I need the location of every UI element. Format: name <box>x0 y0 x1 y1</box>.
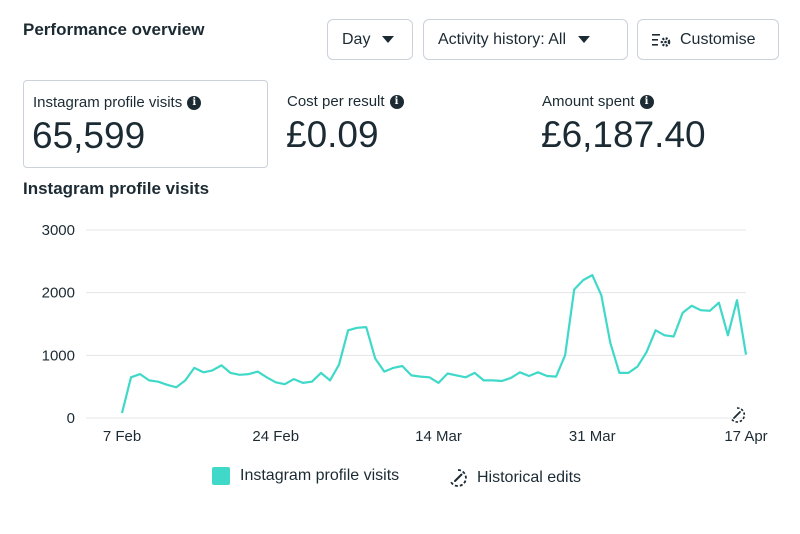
y-tick-label: 2000 <box>42 285 75 302</box>
day-dropdown[interactable]: Day <box>327 19 413 60</box>
historical-edit-marker-icon <box>730 407 746 423</box>
metric-value: 65,599 <box>32 115 146 156</box>
y-tick-label: 1000 <box>42 347 75 364</box>
x-tick-label: 31 Mar <box>569 428 616 445</box>
x-tick-label: 7 Feb <box>103 428 141 445</box>
activity-history-dropdown[interactable]: Activity history: All <box>423 19 628 60</box>
y-tick-label: 0 <box>67 410 75 427</box>
customise-button[interactable]: Customise <box>637 19 779 60</box>
metric-label-row: Instagram profile visits i <box>33 94 202 111</box>
legend-swatch <box>212 467 230 485</box>
series-line-profile-visits <box>120 273 748 414</box>
metric-card-profile-visits[interactable]: Instagram profile visits i 65,599 <box>23 80 268 168</box>
legend-label: Instagram profile visits <box>240 467 400 484</box>
info-icon[interactable]: i <box>389 94 404 109</box>
x-tick-label: 14 Mar <box>415 428 462 445</box>
activity-history-label: Activity history: All <box>438 30 567 48</box>
page-title: Performance overview <box>23 20 205 39</box>
metric-value: £6,187.40 <box>541 114 706 155</box>
info-icon[interactable]: i <box>639 94 654 109</box>
metric-value: £0.09 <box>286 114 379 155</box>
legend-label: Historical edits <box>477 469 582 486</box>
x-tick-label: 17 Apr <box>724 428 767 445</box>
y-tick-label: 3000 <box>42 222 75 239</box>
day-dropdown-label: Day <box>342 30 371 48</box>
metric-card-cost-per-result[interactable]: Cost per result i £0.09 <box>278 80 523 168</box>
x-tick-label: 24 Feb <box>252 428 299 445</box>
metric-label: Cost per result <box>287 93 385 110</box>
info-icon[interactable]: i <box>187 95 202 110</box>
metric-card-amount-spent[interactable]: Amount spent i £6,187.40 <box>533 80 778 168</box>
historical-edit-icon <box>447 467 469 489</box>
customise-label: Customise <box>680 30 756 48</box>
metric-label: Instagram profile visits <box>33 94 183 111</box>
customise-gear-icon <box>652 32 672 48</box>
caret-down-icon <box>578 36 591 43</box>
metric-label: Amount spent <box>542 93 635 110</box>
metric-label-row: Cost per result i <box>287 93 404 110</box>
line-chart[interactable]: 0 1000 2000 3000 7 Feb 24 Feb 14 Mar 31 Mar 17 A… <box>0 210 800 450</box>
metric-label-row: Amount spent i <box>542 93 654 110</box>
caret-down-icon <box>382 36 395 43</box>
legend-item-historical-edits[interactable]: Historical edits <box>447 467 581 489</box>
legend-item-profile-visits[interactable]: Instagram profile visits <box>212 467 399 485</box>
chart-title: Instagram profile visits <box>23 179 210 198</box>
